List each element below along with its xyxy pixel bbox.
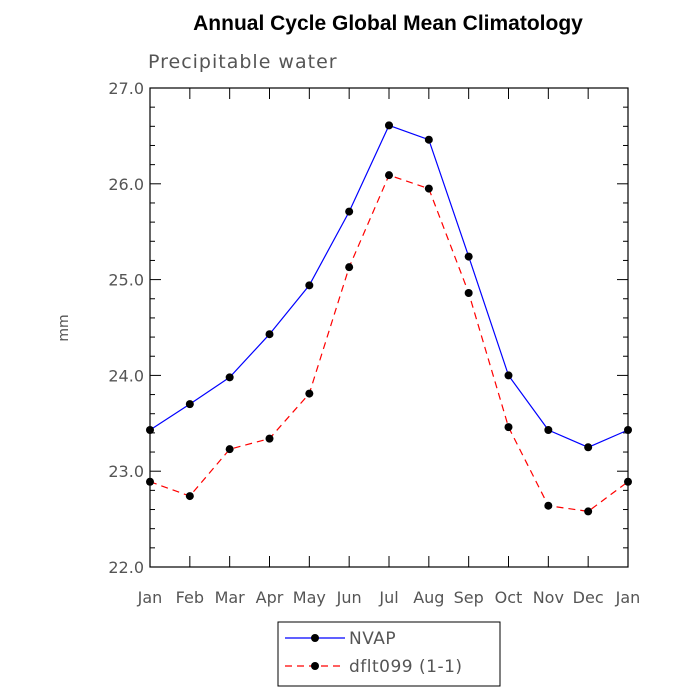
legend-marker [311,634,319,642]
data-point [464,289,473,298]
legend-label-1: dflt099 (1-1) [349,657,463,677]
data-point [345,263,354,272]
data-point [424,184,433,193]
data-point [464,252,473,261]
data-point [504,423,513,432]
x-tick-label: Jan [615,588,641,607]
x-tick-label: Mar [215,588,246,607]
y-tick-label: 27.0 [108,79,144,98]
data-point [225,445,234,454]
legend: NVAP dflt099 (1-1) [285,629,463,677]
x-tick-label: Jan [137,588,163,607]
data-point [305,281,314,290]
data-point [624,477,632,486]
legend-box [277,621,501,687]
series-line-1 [149,174,629,513]
chart-subtitle: Precipitable water [148,51,338,73]
y-tick-labels: 22.0 23.0 24.0 25.0 26.0 27.0 [108,79,144,577]
x-tick-label: Feb [176,588,204,607]
x-tick-label: Oct [495,588,523,607]
data-point [146,426,154,435]
y-tick-label: 24.0 [108,366,144,385]
data-point [584,507,593,516]
data-point [624,426,632,435]
data-point [504,371,513,380]
y-tick-label: 26.0 [108,175,144,194]
y-tick-label: 25.0 [108,271,144,290]
x-tick-label: Sep [454,588,484,607]
x-tick-label: Nov [533,588,564,607]
x-tick-label: Jul [378,588,398,607]
data-point [185,400,194,409]
plot-frame [149,87,629,568]
data-point [385,121,393,130]
data-point [225,373,234,382]
data-point [424,135,433,144]
y-tick-label: 22.0 [108,558,144,577]
data-point [544,501,553,510]
axis-ticks [149,87,629,568]
data-point [345,207,354,216]
data-point [146,477,154,486]
data-point [185,492,194,501]
data-point [305,389,314,398]
y-axis-label: mm [56,314,72,341]
data-point [544,426,553,435]
x-tick-label: Apr [256,588,284,607]
legend-marker [311,662,319,670]
y-tick-label: 23.0 [108,462,144,481]
data-point [584,443,593,452]
x-tick-label: Aug [413,588,444,607]
x-tick-label: Jun [336,588,362,607]
data-point [385,171,393,180]
data-point [265,330,274,339]
x-tick-label: May [293,588,326,607]
legend-label-0: NVAP [349,629,396,649]
data-point [265,434,274,443]
series-layer [146,121,632,516]
x-tick-labels: Jan Feb Mar Apr May Jun Jul Aug Sep Oct Nov Dec Jan [137,588,641,607]
x-tick-label: Dec [573,588,604,607]
chart-title: Annual Cycle Global Mean Climatology [193,12,583,35]
